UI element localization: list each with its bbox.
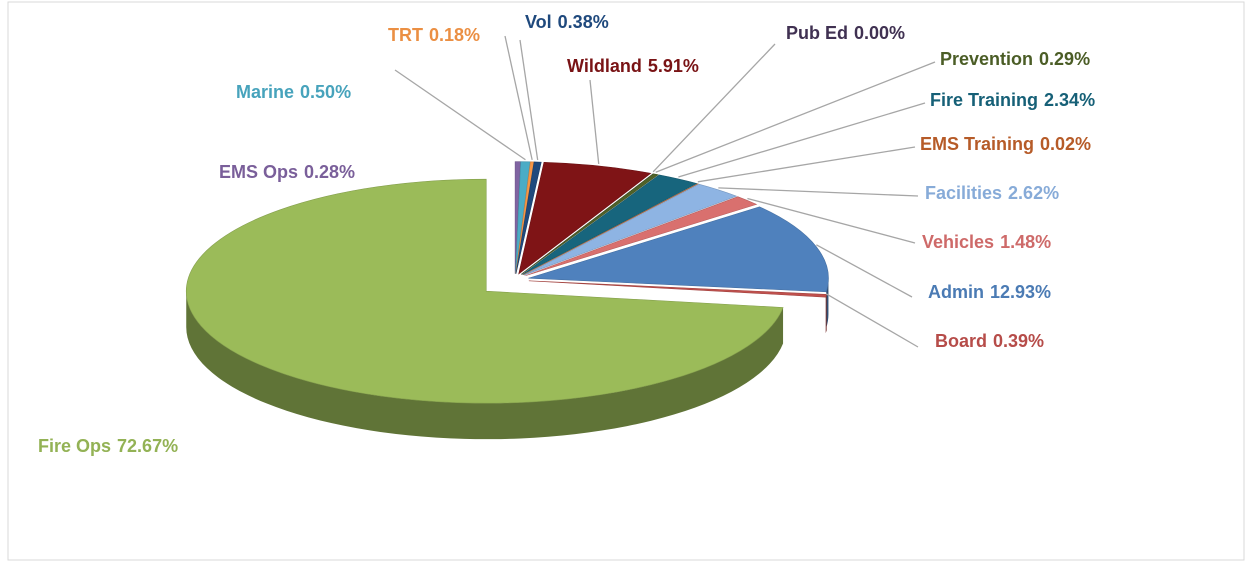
label-name: EMS Ops	[219, 162, 298, 182]
label-name: Marine	[236, 82, 294, 102]
slice	[522, 174, 698, 275]
label-value: 0.28%	[304, 162, 355, 182]
slice	[518, 162, 652, 275]
leader-line	[697, 146, 916, 183]
data-label: Prevention 0.29%	[940, 49, 1090, 69]
label-name: Vehicles	[922, 232, 994, 252]
leader-line	[678, 102, 926, 178]
label-name: Prevention	[940, 49, 1033, 69]
leader-line	[747, 197, 916, 244]
label-value: 5.91%	[648, 56, 699, 76]
leader-line	[816, 244, 913, 298]
label-name: Wildland	[567, 56, 642, 76]
slice	[514, 161, 521, 274]
data-label: Facilities 2.62%	[925, 183, 1059, 203]
leader-lines	[394, 35, 936, 348]
label-name: Vol	[525, 12, 552, 32]
label-value: 0.18%	[429, 25, 480, 45]
slice	[185, 178, 784, 404]
label-name: EMS Training	[920, 134, 1034, 154]
slice-side	[186, 291, 784, 440]
data-label: EMS Training 0.02%	[920, 134, 1091, 154]
slice	[515, 161, 531, 274]
label-value: 0.39%	[993, 331, 1044, 351]
label-value: 72.67%	[117, 436, 178, 456]
leader-line	[825, 293, 919, 348]
label-name: Pub Ed	[786, 23, 848, 43]
label-value: 0.50%	[300, 82, 351, 102]
data-label: Vol 0.38%	[525, 12, 609, 32]
slice	[523, 183, 738, 276]
data-label: Vehicles 1.48%	[922, 232, 1051, 252]
label-name: Board	[935, 331, 987, 351]
leader-line	[519, 39, 539, 161]
label-value: 0.38%	[558, 12, 609, 32]
label-value: 2.34%	[1044, 90, 1095, 110]
leader-line	[504, 35, 533, 161]
slice	[515, 161, 542, 274]
data-label: Fire Ops 72.67%	[38, 436, 178, 456]
label-name: Fire Training	[930, 90, 1038, 110]
leader-line	[655, 61, 936, 173]
data-label: EMS Ops 0.28%	[219, 162, 355, 182]
data-label: Pub Ed 0.00%	[786, 23, 905, 43]
label-name: Fire Ops	[38, 436, 111, 456]
label-value: 12.93%	[990, 282, 1051, 302]
label-value: 2.62%	[1008, 183, 1059, 203]
label-value: 0.00%	[854, 23, 905, 43]
data-label: Fire Training 2.34%	[930, 90, 1095, 110]
slice-side	[825, 294, 827, 334]
slice	[523, 183, 699, 276]
data-label: Marine 0.50%	[236, 82, 351, 102]
pie-tops	[185, 161, 829, 404]
data-label: TRT 0.18%	[388, 25, 480, 45]
label-value: 0.29%	[1039, 49, 1090, 69]
leader-line	[589, 79, 600, 165]
slice	[521, 173, 659, 275]
leader-line	[718, 187, 919, 197]
data-label: Wildland 5.91%	[567, 56, 699, 76]
data-label: Admin 12.93%	[928, 282, 1051, 302]
slice	[525, 196, 758, 277]
slice	[528, 206, 829, 293]
label-name: Admin	[928, 282, 984, 302]
label-value: 0.02%	[1040, 134, 1091, 154]
data-label: Board 0.39%	[935, 331, 1044, 351]
label-value: 1.48%	[1000, 232, 1051, 252]
label-name: TRT	[388, 25, 423, 45]
leader-line	[652, 43, 776, 173]
leader-line	[394, 69, 526, 161]
label-name: Facilities	[925, 183, 1002, 203]
labels: EMS Ops 0.28% Marine 0.50% TRT 0.18% Vol 0.38% W…	[38, 12, 1095, 456]
